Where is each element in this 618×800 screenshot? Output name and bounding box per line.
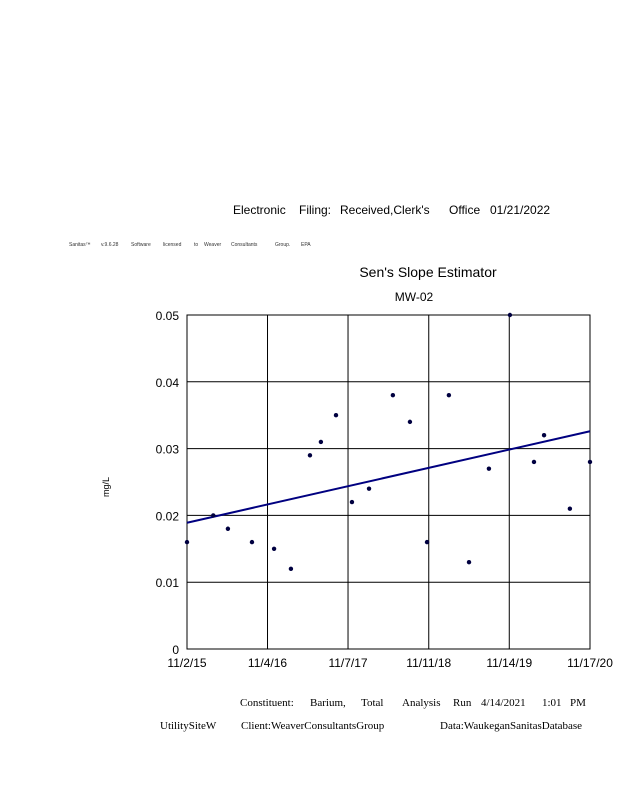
x-tick-label: 11/7/17 xyxy=(328,656,367,670)
filing-word: Electronic xyxy=(233,203,286,217)
x-tick-label: 11/14/19 xyxy=(486,656,532,670)
data-point xyxy=(288,566,294,572)
y-tick-label: 0.02 xyxy=(156,509,180,523)
data-point xyxy=(307,453,313,458)
data-point xyxy=(318,439,324,445)
data-point xyxy=(466,559,472,565)
license-word: v.9.6.28 xyxy=(101,242,119,248)
data-point xyxy=(531,459,537,465)
license-word: to xyxy=(194,242,199,248)
filing-word: Received,Clerk's xyxy=(340,203,430,217)
y-tick-label: 0 xyxy=(172,643,179,657)
data-point xyxy=(271,546,277,551)
license-word: Software xyxy=(131,242,151,248)
data-point xyxy=(486,466,492,471)
filing-word: 01/21/2022 xyxy=(490,203,551,217)
data-point xyxy=(424,539,430,545)
footer-word: 1:01 xyxy=(542,697,562,709)
footer-word: Run xyxy=(453,697,472,709)
x-tick-label: 11/4/16 xyxy=(248,656,287,670)
data-point xyxy=(366,486,372,491)
footer-site: UtilitySiteW xyxy=(160,720,217,732)
license-word: EPA xyxy=(301,242,311,248)
footer-data: Data:WaukeganSanitasDatabase xyxy=(440,720,583,732)
x-tick-label: 11/2/15 xyxy=(167,656,206,670)
x-tick-label: 11/11/18 xyxy=(406,656,451,670)
data-point xyxy=(390,392,396,398)
data-point xyxy=(349,499,355,505)
license-word: Sanitas™ xyxy=(69,242,91,248)
license-word: Weaver xyxy=(204,242,222,248)
footer-word: Constituent: xyxy=(240,697,294,709)
footer-client: Client:WeaverConsultantsGroup xyxy=(241,720,385,732)
footer-word: Total xyxy=(361,697,384,709)
y-tick-label: 0.05 xyxy=(156,309,180,323)
data-point xyxy=(567,506,573,511)
license-word: Group. xyxy=(275,242,291,248)
data-point xyxy=(184,539,190,545)
footer-word: Barium, xyxy=(310,697,346,709)
y-tick-label: 0.04 xyxy=(156,376,180,390)
chart-title: Sen's Slope Estimator xyxy=(359,264,497,280)
footer-word: Analysis xyxy=(402,697,441,709)
license-word: licensed xyxy=(163,242,182,248)
filing-word: Filing: xyxy=(299,203,332,217)
sens-slope-trend-line xyxy=(186,430,591,524)
data-point xyxy=(446,392,452,398)
data-point xyxy=(333,413,339,418)
x-tick-label: 11/17/20 xyxy=(567,656,613,670)
data-point xyxy=(211,513,216,518)
data-point xyxy=(225,526,231,531)
data-point xyxy=(249,539,255,545)
y-tick-label: 0.03 xyxy=(156,443,180,457)
plot-frame xyxy=(186,314,591,650)
chart-subtitle: MW-02 xyxy=(394,290,434,304)
footer-word: PM xyxy=(570,697,586,709)
y-tick-label: 0.01 xyxy=(156,576,180,590)
filing-word: Office xyxy=(449,203,481,217)
data-point xyxy=(587,459,593,465)
data-point xyxy=(541,433,547,438)
data-point xyxy=(507,312,513,318)
data-point xyxy=(407,419,413,425)
footer-word: 4/14/2021 xyxy=(481,697,526,709)
license-word: Consultants xyxy=(231,242,258,248)
